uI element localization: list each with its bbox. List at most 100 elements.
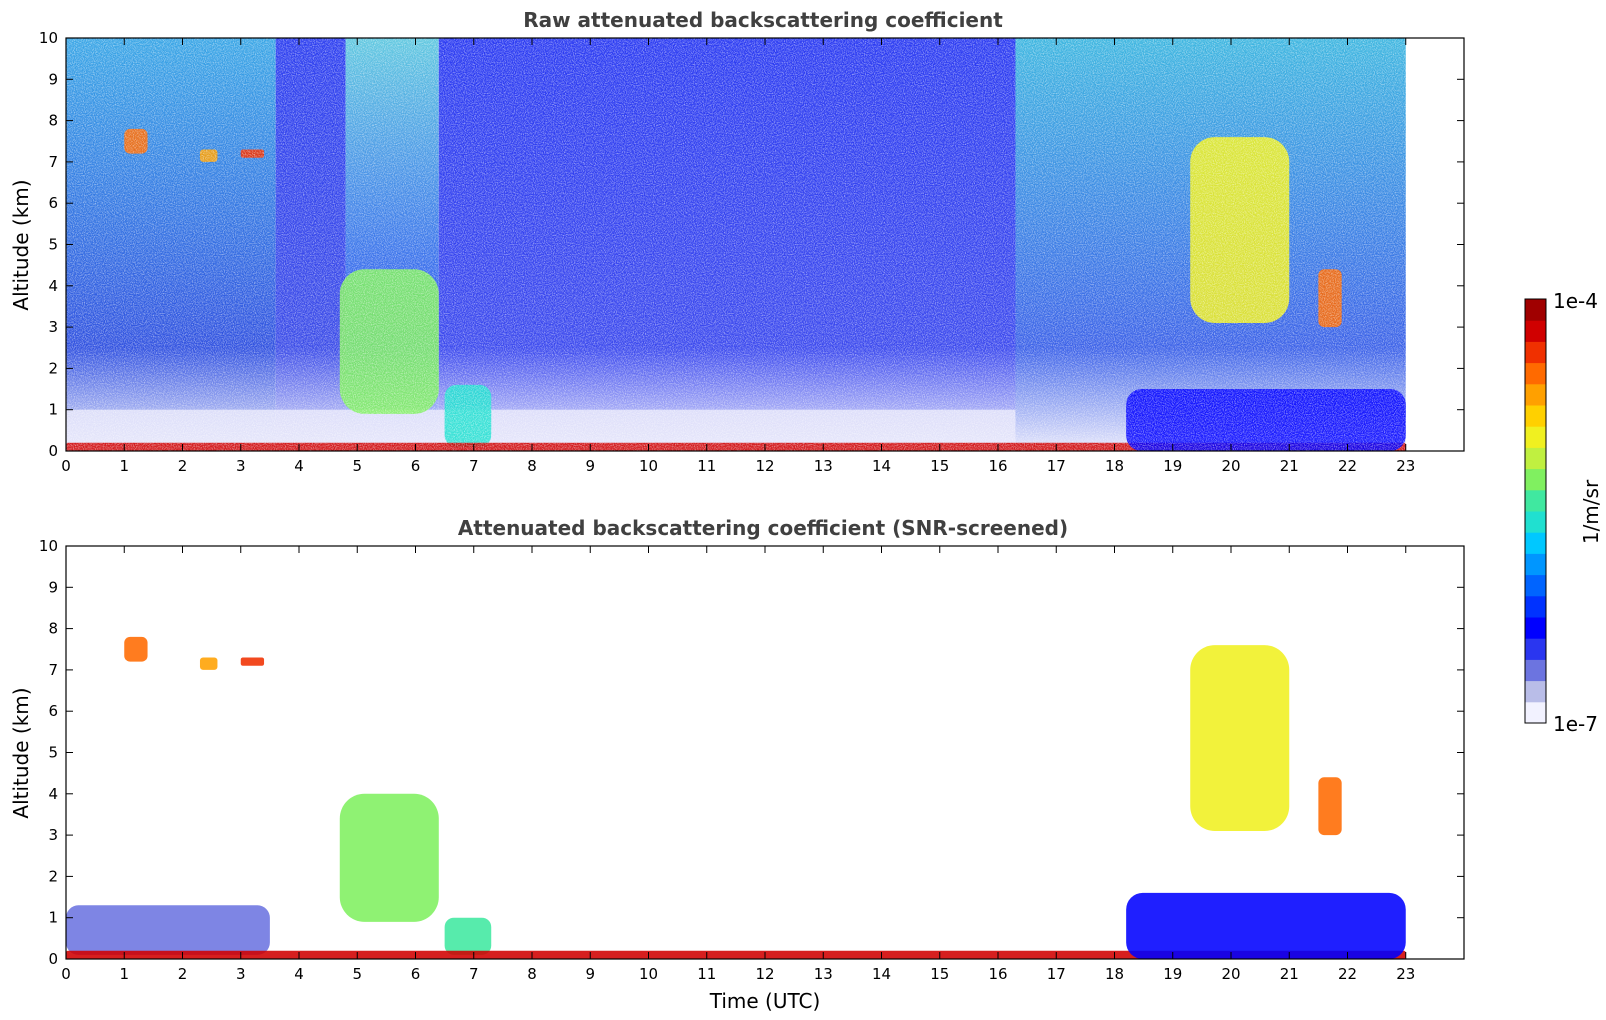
y-tick-label: 5: [48, 236, 58, 254]
y-tick-label: 9: [48, 578, 58, 596]
x-tick-label: 7: [469, 457, 479, 475]
x-tick-label: 19: [1163, 965, 1182, 983]
y-tick-label: 6: [48, 702, 58, 720]
x-tick-label: 13: [814, 965, 833, 983]
y-tick-label: 6: [48, 194, 58, 212]
x-tick-label: 16: [988, 457, 1007, 475]
x-tick-label: 2: [178, 457, 188, 475]
x-tick-label: 8: [527, 457, 537, 475]
y-tick-label: 3: [48, 318, 58, 336]
panel-screened-xlabel: Time (UTC): [709, 989, 821, 1013]
x-tick-label: 4: [294, 965, 304, 983]
x-tick-label: 10: [639, 965, 658, 983]
panel-screened-ylabel: Altitude (km): [9, 687, 33, 818]
colorbar-band: [1525, 701, 1546, 724]
x-tick-label: 12: [755, 457, 774, 475]
colorbar-band: [1525, 617, 1546, 639]
colorbar-band: [1525, 489, 1546, 512]
x-tick-label: 22: [1338, 965, 1357, 983]
panel-raw-title: Raw attenuated backscattering coefficien…: [523, 8, 1003, 32]
colorbar-band: [1525, 447, 1546, 470]
x-tick-label: 19: [1163, 457, 1182, 475]
x-tick-label: 17: [1047, 965, 1066, 983]
y-tick-label: 3: [48, 826, 58, 844]
y-tick-label: 0: [48, 442, 58, 460]
x-tick-label: 9: [585, 965, 595, 983]
x-tick-label: 3: [236, 457, 246, 475]
colorbar-min-label: 1e-7: [1553, 712, 1598, 736]
x-tick-label: 8: [527, 965, 537, 983]
feature-mark: [66, 905, 270, 955]
x-tick-label: 11: [697, 965, 716, 983]
colorbar-units-label: 1/m/sr: [1579, 479, 1603, 544]
feature-mark: [1318, 777, 1342, 836]
y-tick-label: 10: [39, 29, 58, 47]
x-tick-label: 15: [930, 457, 949, 475]
x-tick-label: 9: [585, 457, 595, 475]
feature-mark: [66, 950, 1406, 959]
y-tick-label: 8: [48, 112, 58, 130]
y-tick-label: 7: [48, 661, 58, 679]
feature-mark: [1126, 892, 1406, 959]
feature-mark: [1190, 645, 1290, 831]
y-tick-label: 2: [48, 867, 58, 885]
y-tick-label: 0: [48, 950, 58, 968]
x-tick-label: 18: [1105, 457, 1124, 475]
y-tick-label: 4: [48, 277, 58, 295]
x-tick-label: 15: [930, 965, 949, 983]
x-tick-label: 6: [411, 965, 421, 983]
x-tick-label: 17: [1047, 457, 1066, 475]
x-tick-label: 5: [352, 457, 362, 475]
feature-mark: [240, 657, 265, 666]
colorbar-band: [1525, 468, 1546, 491]
colorbar-band: [1525, 574, 1546, 597]
colorbar-band: [1525, 680, 1546, 703]
panel-raw-xticks: 0 1 2 3 4 5 6 7 8 9 10 11 12 13 14 15 16 17 18 19 20 21 22 23: [61, 38, 1415, 475]
panel-raw-speckle: [66, 38, 1406, 451]
x-tick-label: 20: [1221, 457, 1240, 475]
feature-mark: [444, 917, 492, 955]
y-tick-label: 1: [48, 401, 58, 419]
colorbar-band: [1525, 383, 1546, 406]
y-tick-label: 1: [48, 909, 58, 927]
colorbar-frame: [1524, 298, 1547, 724]
x-tick-label: 5: [352, 965, 362, 983]
colorbar-band: [1525, 511, 1546, 533]
x-tick-label: 3: [236, 965, 246, 983]
x-tick-label: 13: [814, 457, 833, 475]
y-tick-label: 7: [48, 153, 58, 171]
x-tick-label: 6: [411, 457, 421, 475]
colorbar-band: [1525, 659, 1546, 682]
panel-raw-yticks: 0 1 2 3 4 5 6 7 8 9 10: [39, 29, 1464, 460]
y-tick-label: 5: [48, 744, 58, 762]
x-tick-label: 4: [294, 457, 304, 475]
x-tick-label: 2: [178, 965, 188, 983]
colorbar-band: [1525, 532, 1546, 554]
colorbar-band: [1525, 405, 1546, 427]
panel-raw-ylabel: Altitude (km): [9, 179, 33, 310]
x-tick-label: 23: [1396, 965, 1415, 983]
colorbar-band: [1525, 638, 1546, 660]
panel-screened-xticks: 0 1 2 3 4 5 6 7 8 9 10 11 12 13 14 15 16 17 18 19 20 21 22 23: [61, 546, 1415, 983]
colorbar-band: [1525, 320, 1546, 342]
x-tick-label: 20: [1221, 965, 1240, 983]
x-tick-label: 10: [639, 457, 658, 475]
x-tick-label: 23: [1396, 457, 1415, 475]
x-tick-label: 21: [1280, 457, 1299, 475]
x-tick-label: 12: [755, 965, 774, 983]
colorbar-band: [1525, 426, 1546, 448]
x-tick-label: 16: [988, 965, 1007, 983]
panel-raw: Raw attenuated backscattering coefficien…: [9, 8, 1465, 475]
colorbar-max-label: 1e-4: [1553, 289, 1598, 313]
x-tick-label: 11: [697, 457, 716, 475]
x-tick-label: 0: [61, 457, 71, 475]
x-tick-label: 1: [119, 965, 129, 983]
y-tick-label: 2: [48, 359, 58, 377]
x-tick-label: 14: [872, 457, 891, 475]
y-tick-label: 9: [48, 70, 58, 88]
feature-mark: [339, 793, 439, 922]
x-tick-label: 14: [872, 965, 891, 983]
colorbar-band: [1525, 553, 1546, 576]
colorbar-bands: [1525, 299, 1546, 724]
